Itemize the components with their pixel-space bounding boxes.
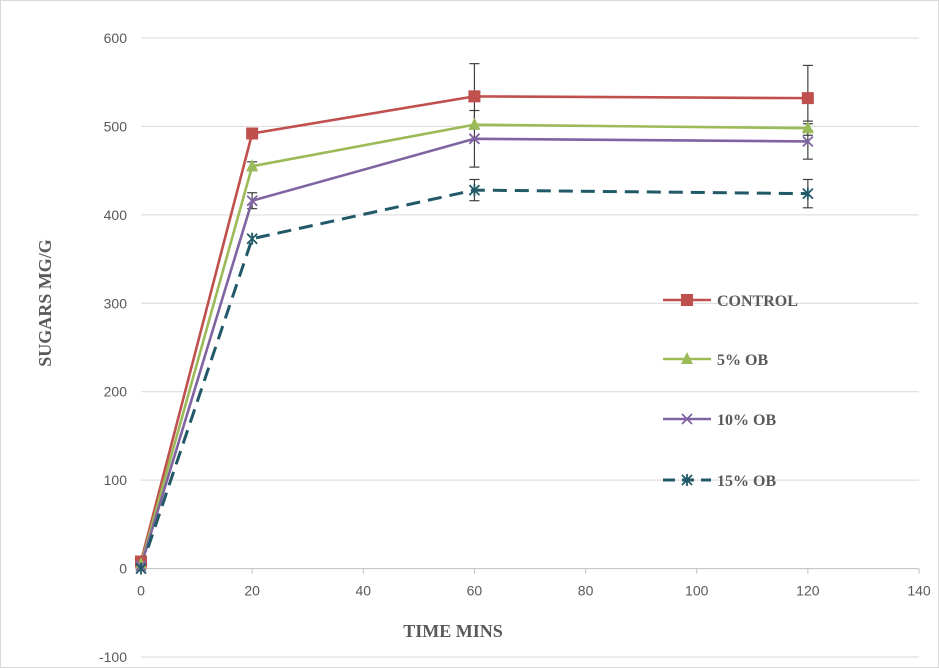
series-line-3 [139,137,808,567]
x-tick-label: 60 [467,583,483,599]
x-tick-label: 140 [907,583,931,599]
data-point-triangle [468,117,481,130]
legend-item: CONTROL [663,293,798,310]
y-tick-labels: -100 0 100 200 300 400 500 600 [99,30,127,665]
data-point-x [246,195,258,207]
data-point-star [468,184,481,197]
data-point-star [246,232,258,245]
series-markers [135,90,814,575]
series-line-1 [139,95,808,562]
data-point-square [468,90,481,103]
y-tick-label: 600 [104,30,128,46]
data-point-star [802,187,814,200]
y-tick-label: 400 [104,207,128,223]
y-tick-label: -100 [99,649,127,665]
data-point-star [681,474,693,486]
y-tick-label: 100 [104,472,128,488]
data-point-x [681,413,693,425]
data-point-square [681,294,693,306]
x-tick-label: 20 [244,583,260,599]
legend-label: 10% OB [717,412,776,429]
x-axis-title: TIME MINS [403,621,503,641]
data-point-x [802,135,814,148]
legend-item: 10% OB [663,412,776,429]
x-tick-label: 120 [796,583,820,599]
legend: CONTROL 5% OB 10% OB 15% OB [663,293,798,490]
legend-label: 15% OB [717,473,776,490]
series-lines [139,95,808,570]
data-point-star [135,562,147,575]
y-tick-label: 0 [119,561,127,577]
y-tick-label: 300 [104,295,128,311]
data-point-triangle [246,159,259,172]
x-tick-label: 100 [685,583,709,599]
data-point-x [468,133,481,145]
series-line-2 [139,123,808,565]
y-axis-title: SUGARS MG/G [35,239,55,367]
legend-item: 5% OB [663,352,768,369]
legend-label: 5% OB [717,352,768,369]
y-tick-label: 500 [104,118,128,134]
x-tick-label: 0 [137,583,145,599]
legend-item: 15% OB [663,473,776,490]
x-tick-label: 80 [578,583,594,599]
series-line-4 [139,188,808,570]
error-bars [247,63,813,210]
data-point-square [801,92,814,105]
data-point-triangle [681,352,693,364]
x-tick-label: 40 [355,583,371,599]
axes [140,568,920,574]
y-tick-label: 200 [104,384,128,400]
legend-label: CONTROL [717,293,798,310]
data-point-square [246,127,259,140]
data-point-triangle [801,121,814,134]
x-tick-labels: 0 20 40 60 80 100 120 140 [137,583,931,599]
